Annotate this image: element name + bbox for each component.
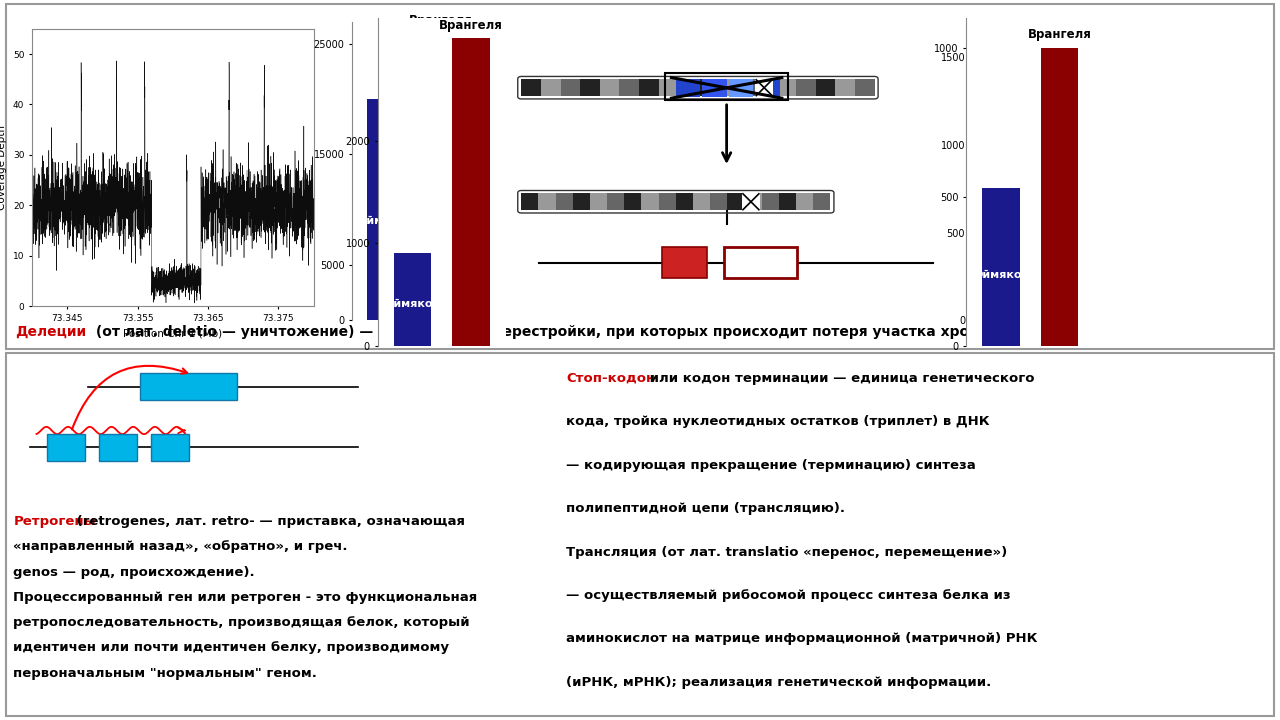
Bar — [692, 193, 710, 210]
Bar — [561, 79, 580, 96]
Bar — [664, 73, 788, 100]
Bar — [742, 191, 760, 213]
Text: Врангеля: Врангеля — [1029, 20, 1093, 33]
Bar — [556, 193, 573, 210]
Bar — [676, 78, 700, 96]
Text: (retrogenes, лат. retro- — приставка, означающая: (retrogenes, лат. retro- — приставка, оз… — [72, 516, 465, 528]
Text: «направленный назад», «обратно», и греч.: «направленный назад», «обратно», и греч. — [13, 541, 348, 554]
Text: Оймякон: Оймякон — [357, 216, 413, 226]
Bar — [659, 79, 678, 96]
Bar — [813, 193, 831, 210]
Text: аминокислот на матрице информационной (матричной) РНК: аминокислот на матрице информационной (м… — [566, 632, 1037, 645]
Text: Врангеля: Врангеля — [439, 19, 503, 32]
X-axis label: Position Chr 1 (Mb): Position Chr 1 (Mb) — [123, 328, 223, 338]
Bar — [796, 193, 813, 210]
Bar — [607, 193, 625, 210]
Text: полипептидной цепи (трансляцию).: полипептидной цепи (трансляцию). — [566, 503, 845, 516]
Text: (иРНК, мРНК); реализация генетической информации.: (иРНК, мРНК); реализация генетической ин… — [566, 676, 991, 689]
Bar — [718, 79, 737, 96]
Text: ретропоследовательность, производящая белок, который: ретропоследовательность, производящая бе… — [13, 616, 470, 629]
Bar — [47, 433, 84, 461]
Bar — [703, 78, 727, 96]
Text: кода, тройка нуклеотидных остатков (триплет) в ДНК: кода, тройка нуклеотидных остатков (трип… — [566, 415, 989, 428]
Bar — [727, 193, 745, 210]
Bar — [367, 99, 403, 320]
Bar — [541, 79, 561, 96]
Bar — [639, 79, 659, 96]
Bar — [580, 79, 600, 96]
Text: идентичен или почти идентичен белку, производимому: идентичен или почти идентичен белку, про… — [13, 642, 449, 654]
Bar — [778, 193, 796, 210]
Text: Трансляция (от лат. translatio «перенос, перемещение»): Трансляция (от лат. translatio «перенос,… — [566, 546, 1007, 559]
Text: первоначальным "нормальным" геном.: первоначальным "нормальным" геном. — [13, 667, 317, 680]
Bar — [737, 79, 756, 96]
Text: Врангеля: Врангеля — [408, 14, 472, 27]
Bar — [755, 78, 780, 96]
Text: — осуществляемый рибосомой процесс синтеза белка из: — осуществляемый рибосомой процесс синте… — [566, 589, 1011, 602]
Bar — [777, 79, 796, 96]
Bar — [836, 79, 855, 96]
Bar — [600, 79, 620, 96]
Text: Врангеля: Врангеля — [1028, 28, 1092, 41]
Text: Оймякон: Оймякон — [978, 233, 1034, 243]
Bar — [641, 193, 659, 210]
Bar — [1041, 48, 1078, 346]
Bar — [710, 193, 727, 210]
Bar — [394, 253, 431, 346]
Text: — кодирующая прекращение (терминацию) синтеза: — кодирующая прекращение (терминацию) си… — [566, 459, 975, 472]
Text: genos — род, происхождение).: genos — род, происхождение). — [13, 566, 255, 579]
Bar — [620, 79, 639, 96]
Text: Делеции: Делеции — [15, 325, 86, 338]
Bar — [590, 193, 607, 210]
Bar — [573, 193, 590, 210]
Bar — [151, 433, 188, 461]
Bar — [728, 78, 753, 96]
Bar — [422, 32, 458, 320]
Bar — [756, 79, 777, 96]
Y-axis label: Coverage Depth: Coverage Depth — [0, 125, 8, 210]
Bar — [141, 373, 237, 400]
Text: Оймякон: Оймякон — [384, 299, 440, 309]
Bar — [762, 193, 780, 210]
Bar — [659, 193, 676, 210]
Text: Оймякон: Оймякон — [973, 269, 1029, 279]
Bar — [1043, 39, 1079, 320]
Bar — [983, 188, 1020, 346]
Bar — [796, 79, 815, 96]
Bar — [452, 38, 490, 346]
Bar — [625, 193, 641, 210]
Bar — [815, 79, 836, 96]
Bar — [539, 193, 556, 210]
Bar — [99, 433, 137, 461]
Text: (от лат. deletio — уничтожение) — хромосомные перестройки, при которых происходи: (от лат. deletio — уничтожение) — хромос… — [91, 325, 1037, 338]
Bar — [855, 79, 874, 96]
Bar — [755, 76, 773, 99]
Text: или кодон терминации — единица генетического: или кодон терминации — единица генетичес… — [645, 372, 1034, 385]
Bar — [521, 193, 539, 210]
Bar — [678, 79, 698, 96]
Bar — [698, 79, 718, 96]
Bar — [521, 79, 541, 96]
Bar — [662, 247, 708, 279]
Text: Ретрогены: Ретрогены — [13, 516, 96, 528]
Bar — [723, 247, 797, 279]
Bar — [988, 136, 1024, 320]
Text: Процессированный ген или ретроген - это функциональная: Процессированный ген или ретроген - это … — [13, 591, 477, 604]
Bar — [676, 193, 692, 210]
Text: Стоп-кодон: Стоп-кодон — [566, 372, 655, 385]
Bar — [745, 193, 762, 210]
